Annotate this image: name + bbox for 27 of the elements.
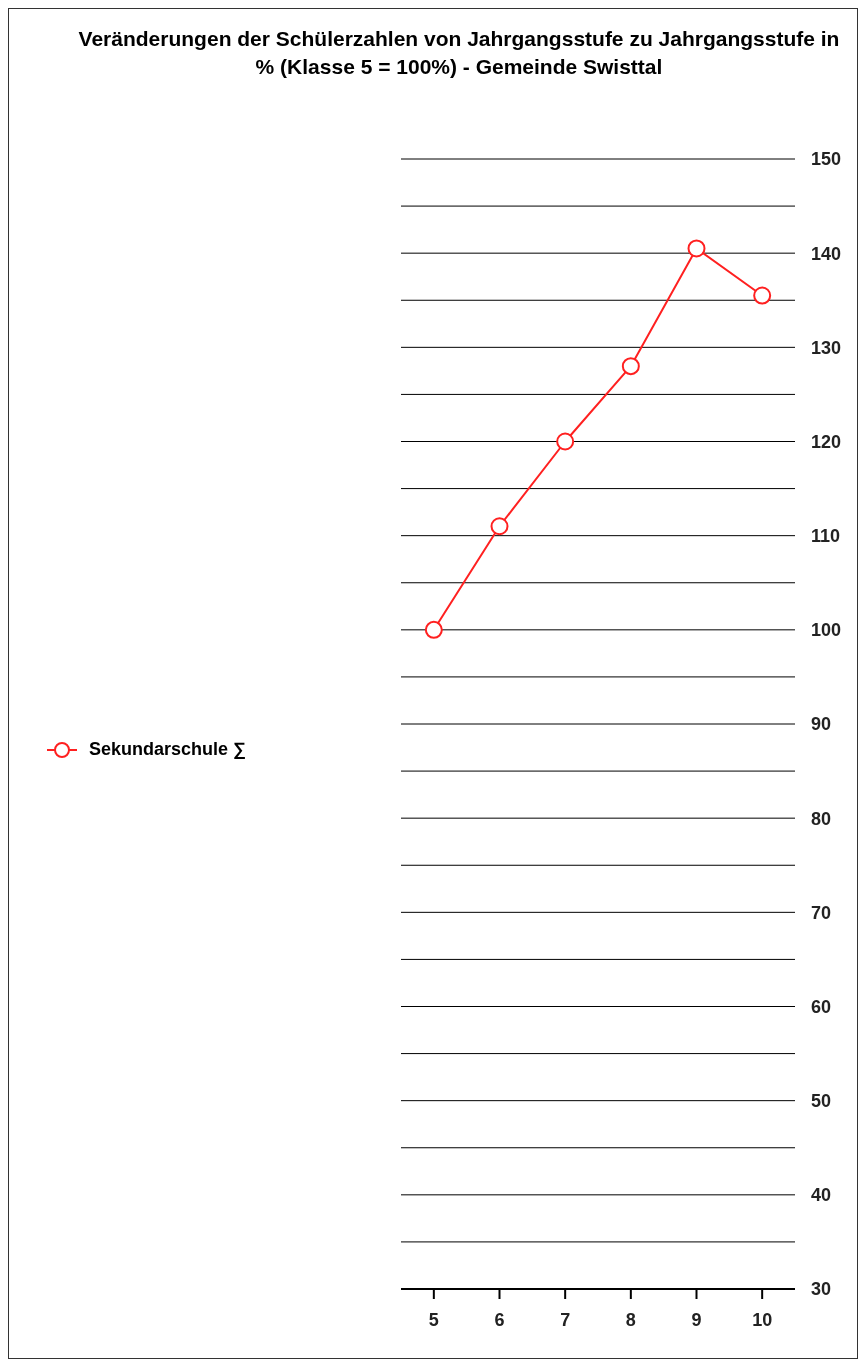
y-tick-label: 130 (811, 337, 842, 358)
legend-label: Sekundarschule ∑ (89, 739, 246, 760)
y-tick-label: 80 (811, 808, 832, 829)
point (424, 620, 443, 639)
x-tick-label: 6 (494, 1309, 505, 1330)
y-tick-label: 110 (811, 526, 841, 547)
y-tick-label: 40 (811, 1185, 832, 1206)
x-tick-label: 8 (625, 1309, 636, 1330)
y-tick-label: 50 (811, 1091, 832, 1112)
x-tick-label: 5 (428, 1309, 439, 1330)
y-tick-label: 70 (811, 902, 832, 923)
point (556, 432, 575, 451)
y-tick-label: 100 (811, 620, 842, 641)
point (687, 239, 706, 258)
y-tick-label: 120 (811, 431, 842, 452)
y-tick-label: 30 (811, 1279, 832, 1300)
x-tick-label: 10 (752, 1309, 773, 1330)
point (621, 357, 640, 376)
point (753, 286, 772, 305)
point (490, 517, 509, 536)
chart-title: Veränderungen der Schülerzahlen von Jahrgangsstufe zu Jahrgangsstufe in % (Klasse 5 = 100%) - Gemeinde Swisttal (77, 26, 841, 80)
y-tick-label: 140 (811, 243, 842, 264)
y-tick-label: 150 (811, 149, 842, 170)
y-tick-label: 60 (811, 996, 832, 1017)
x-tick-label: 9 (691, 1309, 702, 1330)
y-tick-label: 90 (811, 714, 832, 735)
x-tick-label: 7 (560, 1309, 571, 1330)
